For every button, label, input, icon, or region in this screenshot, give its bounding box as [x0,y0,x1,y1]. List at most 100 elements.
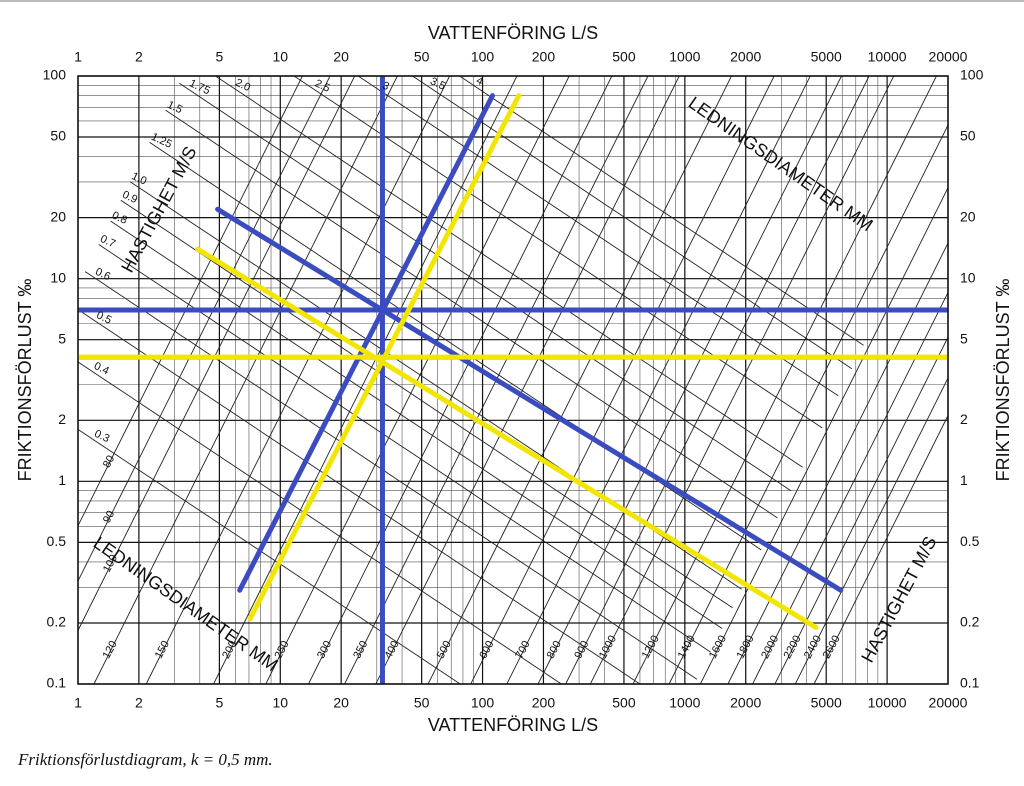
y-tick-label: 0.5 [47,533,67,549]
velocity-label: 0.9 [120,189,139,206]
velocity-label: 3 [380,80,391,93]
diameter-line [752,291,948,684]
x-tick-label-top: 10000 [868,49,907,65]
x-tick-label-top: 200 [532,49,556,65]
velocity-line [78,309,641,684]
x-tick-label: 2 [135,695,143,711]
velocity-line [293,76,823,429]
y-tick-label: 50 [50,128,66,144]
diameter-line [632,76,937,684]
velocity-label: 1.5 [165,99,184,116]
velocity-line [165,109,778,519]
diameter-line [589,76,895,684]
y-tick-label-right: 2 [960,411,968,427]
overlay-line [215,206,844,593]
velocity-line [84,271,698,680]
velocity-line [357,76,839,397]
x-tick-label: 2000 [730,695,761,711]
diameter-line [537,76,842,684]
x-tick-label-top: 5 [215,49,223,65]
velocity-label: 3.5 [428,75,447,92]
diameter-line [375,76,680,684]
x-tick-label: 20 [333,695,349,711]
x-axis-title: VATTENFÖRING L/S [428,715,598,735]
diameter-line [470,76,775,684]
x-tick-label: 500 [612,695,636,711]
diameter-label: 80 [101,453,117,469]
diameter-line [699,186,948,684]
velocity-label: 0.3 [92,428,111,445]
x-tick-label: 20000 [929,695,968,711]
diameter-line [727,242,948,684]
velocity-line [78,428,461,684]
x-tick-label: 50 [414,695,430,711]
velocity-line [120,199,733,609]
overlay-line [247,93,522,622]
y-tick-label: 0.2 [47,614,67,630]
diameter-line [308,76,613,684]
x-tick-label: 100 [471,695,495,711]
y-tick-label: 0.1 [47,675,67,691]
y-tick-label-right: 20 [960,208,976,224]
velocity-line [110,220,723,629]
diameter-line [78,76,356,632]
diameter-line [93,76,398,684]
velocity-line [411,76,853,370]
x-tick-label: 10 [272,695,288,711]
y-tick-label: 20 [50,208,66,224]
diameter-line [78,76,331,583]
x-tick-label-top: 2 [135,49,143,65]
x-tick-label-top: 50 [414,49,430,65]
diameter-line [78,76,303,527]
velocity-label: 1.0 [130,170,149,187]
diameter-line [427,76,732,684]
diameter-line [213,76,518,684]
velocity-label: 0.5 [94,309,113,326]
y-tick-label-right: 100 [960,67,984,83]
diameter-line [565,76,870,684]
x-tick-label-top: 5000 [811,49,842,65]
y-axis-title: FRIKTIONSFÖRLUST ‰ [15,279,35,482]
caption: Friktionsförlustdiagram, k = 0,5 mm. [17,750,273,769]
x-tick-label-top: 10 [272,49,288,65]
y-axis-title-right: FRIKTIONSFÖRLUST ‰ [993,279,1013,482]
velocity-line [214,76,803,468]
x-tick-label-top: 500 [612,49,636,65]
velocity-label: 0.7 [98,233,117,250]
y-tick-label: 1 [58,472,66,488]
velocity-line [179,82,792,492]
diameter-line [265,76,570,684]
velocity-label: 2.0 [233,77,252,94]
x-tick-label: 1 [74,695,82,711]
overlays [78,76,948,684]
y-tick-label-right: 10 [960,269,976,285]
y-tick-label: 100 [43,67,67,83]
velocity-label: 0.6 [93,266,112,283]
x-tick-label-top: 1000 [669,49,700,65]
diameter-line [668,124,948,684]
x-axis-title-top: VATTENFÖRING L/S [428,23,598,43]
x-tick-label: 10000 [868,695,907,711]
x-tick-label: 5000 [811,695,842,711]
y-tick-label: 2 [58,411,66,427]
overlay-line [237,93,496,593]
velocity-label: 2.5 [313,77,332,94]
diameter-line [506,76,811,684]
x-tick-label-top: 100 [471,49,495,65]
velocity-label: 0.8 [110,209,129,226]
x-tick-label: 5 [215,695,223,711]
y-tick-label-right: 1 [960,472,968,488]
diameter-line [813,414,948,684]
y-tick-label-right: 50 [960,128,976,144]
velocity-line [78,361,563,684]
plot-frame [77,75,949,685]
y-tick-label-right: 5 [960,330,968,346]
velocity-label: 4 [474,75,485,88]
overlay-line [195,246,819,631]
diameter-line [794,377,948,684]
x-tick-label-top: 20 [333,49,349,65]
x-tick-label-top: 2000 [730,49,761,65]
diameter-line [145,76,451,684]
velocity-label: 0.4 [92,360,111,377]
y-tick-label: 10 [50,269,66,285]
